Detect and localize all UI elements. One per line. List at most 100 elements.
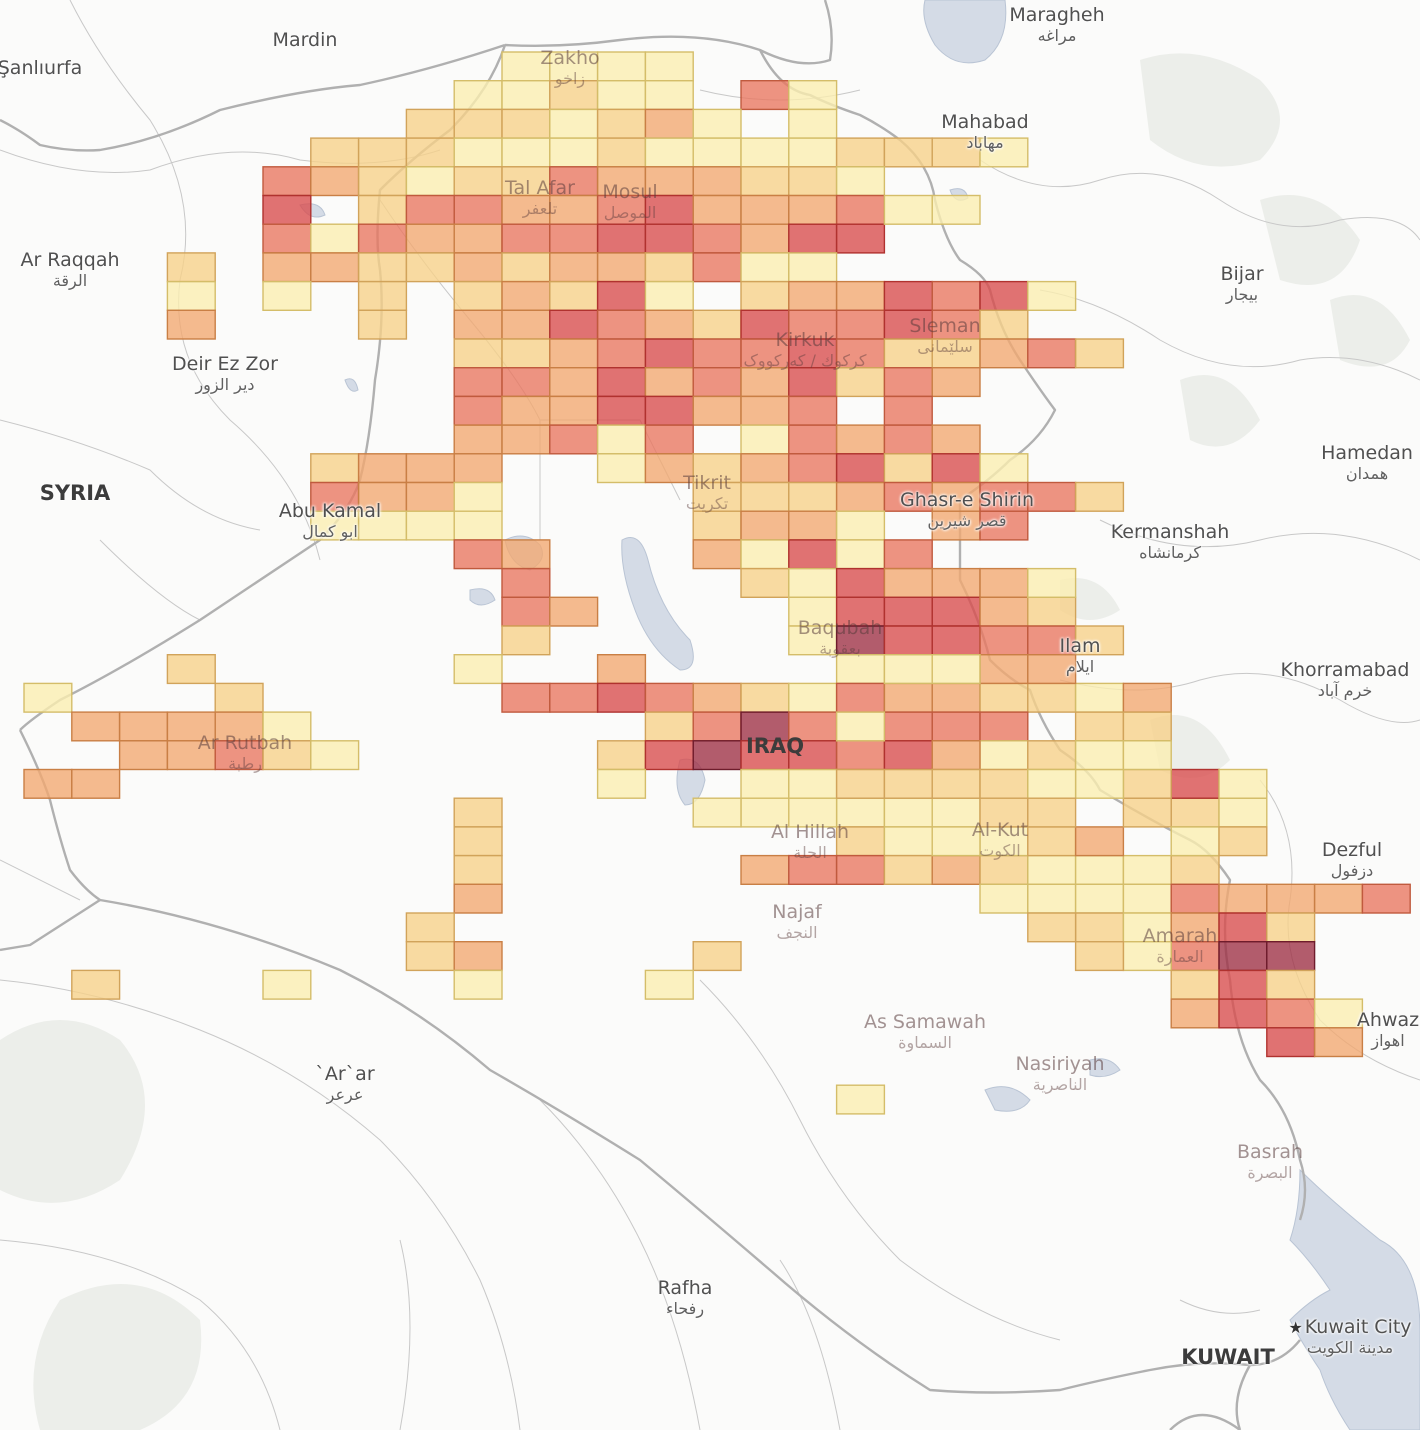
label-ahwaz: Ahwaz اهواز <box>1356 1009 1420 1050</box>
heat-cell <box>931 567 981 598</box>
heat-cell <box>788 797 838 828</box>
heat-cell <box>644 395 694 426</box>
heat-cell <box>692 367 742 398</box>
heat-cell <box>788 510 838 541</box>
heat-cell <box>549 309 599 340</box>
heat-cell <box>357 309 408 340</box>
heat-cell <box>740 682 790 713</box>
heat-cell <box>596 367 647 398</box>
heat-cell <box>740 280 790 312</box>
heat-cell <box>883 567 933 598</box>
label-basrah: Basrah البصرة <box>1236 1141 1304 1182</box>
heat-cell <box>453 539 503 570</box>
heat-cell <box>1027 338 1077 369</box>
heat-cell <box>453 395 503 426</box>
heat-cell <box>453 654 503 685</box>
heat-cell <box>740 797 790 828</box>
heat-cell <box>1218 969 1268 1000</box>
heat-cell <box>405 194 455 225</box>
heat-cell <box>1218 941 1268 972</box>
heat-cell <box>166 252 216 283</box>
heat-cell <box>740 194 790 225</box>
label-kuwait: KUWAIT <box>1181 1345 1275 1369</box>
heat-cell <box>501 223 551 254</box>
heat-cell <box>883 395 933 426</box>
heat-cell <box>596 309 647 340</box>
heat-cell <box>596 252 647 283</box>
heat-cell <box>166 280 216 312</box>
heat-cell <box>788 740 838 771</box>
heat-cell <box>1266 998 1316 1029</box>
label-dezful: Dezful دزفول <box>1321 839 1383 880</box>
heat-cell <box>835 567 886 598</box>
heat-cell <box>501 280 551 312</box>
heat-cell <box>453 424 503 455</box>
heat-cell <box>644 367 694 398</box>
label-hamedan: Hamedan همدان <box>1321 442 1413 483</box>
heat-cell <box>596 453 647 484</box>
heat-cell <box>931 137 981 168</box>
heat-cell <box>740 309 790 340</box>
heat-cell <box>262 252 312 283</box>
label-khorramabad: Khorramabad خرم آباد <box>1280 659 1410 700</box>
heat-cell <box>788 79 838 111</box>
heat-cell <box>549 596 599 627</box>
label-ghasr-e-shirin: Ghasr-e Shirin قصر شیرین <box>899 489 1035 530</box>
heat-cell <box>644 137 694 168</box>
heat-cell <box>1170 854 1220 885</box>
label-amarah: Amarah العمارة <box>1142 925 1218 966</box>
heat-cell <box>405 453 455 484</box>
heat-cell <box>883 625 933 656</box>
heatmap-grid <box>23 51 1411 1115</box>
heat-cell <box>644 424 694 455</box>
heat-cell <box>1122 768 1172 799</box>
label-maragheh: Maragheh مراغه <box>1009 4 1105 45</box>
heat-cell <box>644 280 694 312</box>
heat-cell <box>1027 740 1077 771</box>
label-mahabad: Mahabad مهاباد <box>941 111 1029 152</box>
heat-cell <box>835 137 886 168</box>
heat-cell <box>549 223 599 254</box>
heat-cell <box>1027 826 1077 857</box>
heat-cell <box>931 826 981 857</box>
heat-cell <box>979 481 1029 512</box>
heat-cell <box>644 453 694 484</box>
heat-cell <box>1074 941 1125 972</box>
heat-cell <box>1266 1027 1316 1058</box>
heat-cell <box>883 768 933 799</box>
heat-cell <box>740 854 790 885</box>
heat-cell <box>166 711 216 742</box>
heat-cell <box>835 223 886 254</box>
label-ar-raqqah: Ar Raqqah الرقة <box>20 249 120 290</box>
label-tikrit: Tikrit تكريت <box>683 472 731 513</box>
heat-cell <box>549 280 599 312</box>
heat-cell <box>931 424 981 455</box>
heat-cell <box>357 223 408 254</box>
label-kermanshah: Kermanshah کرمانشاه <box>1110 521 1230 562</box>
heat-cell <box>1027 596 1077 627</box>
heat-cell <box>979 883 1029 914</box>
heat-cell <box>453 309 503 340</box>
heat-cell <box>501 625 551 656</box>
heat-cell <box>1027 654 1077 685</box>
heat-cell <box>883 453 933 484</box>
heat-cell <box>644 309 694 340</box>
heat-cell <box>405 510 455 541</box>
heat-cell <box>644 108 694 139</box>
heat-cell <box>23 768 73 799</box>
heat-cell <box>692 108 742 139</box>
heat-cell <box>453 223 503 254</box>
heat-cell <box>788 223 838 254</box>
heat-cell <box>1027 280 1077 312</box>
label-nasiriyah: Nasiriyah الناصرية <box>1015 1053 1105 1094</box>
heat-cell <box>310 166 360 197</box>
heat-cell <box>1074 826 1125 857</box>
heat-cell <box>883 194 933 225</box>
heat-cell <box>1122 797 1172 828</box>
heat-cell <box>453 883 503 914</box>
heat-cell <box>357 453 408 484</box>
heat-cell <box>1170 883 1220 914</box>
heat-cell <box>979 137 1029 168</box>
heat-cell <box>931 510 981 541</box>
